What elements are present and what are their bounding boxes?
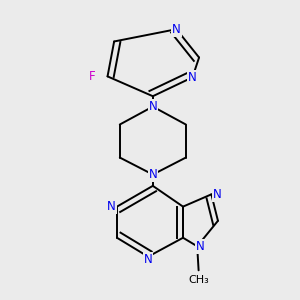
Text: N: N xyxy=(213,188,221,201)
Text: N: N xyxy=(196,240,204,253)
Text: N: N xyxy=(107,200,116,213)
Text: N: N xyxy=(148,100,157,113)
Text: CH₃: CH₃ xyxy=(188,274,209,285)
Text: N: N xyxy=(172,23,181,36)
Text: N: N xyxy=(188,71,197,84)
Text: N: N xyxy=(148,168,157,181)
Text: N: N xyxy=(144,253,152,266)
Text: F: F xyxy=(88,70,95,83)
